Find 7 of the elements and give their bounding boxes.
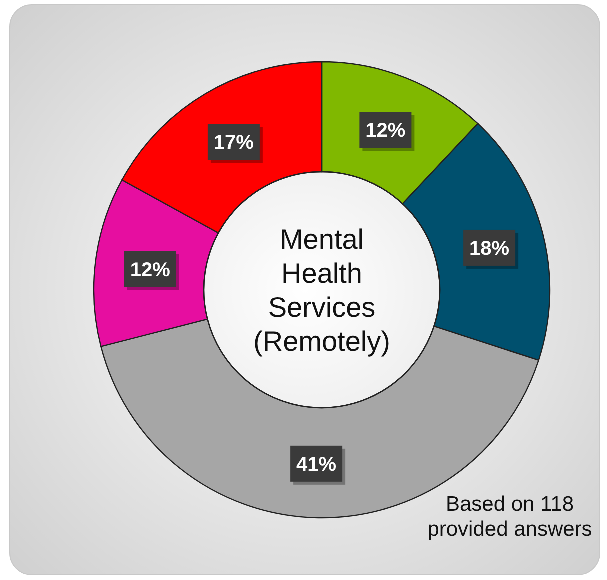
text: Mental Health Services (Remotely) <box>254 224 390 357</box>
data-label: 12% <box>366 120 406 142</box>
data-label: 18% <box>470 238 510 260</box>
text: Based on 118 provided answers <box>428 493 592 541</box>
data-label: 17% <box>214 132 254 154</box>
data-label: 41% <box>296 454 337 476</box>
data-label: 12% <box>130 259 171 282</box>
